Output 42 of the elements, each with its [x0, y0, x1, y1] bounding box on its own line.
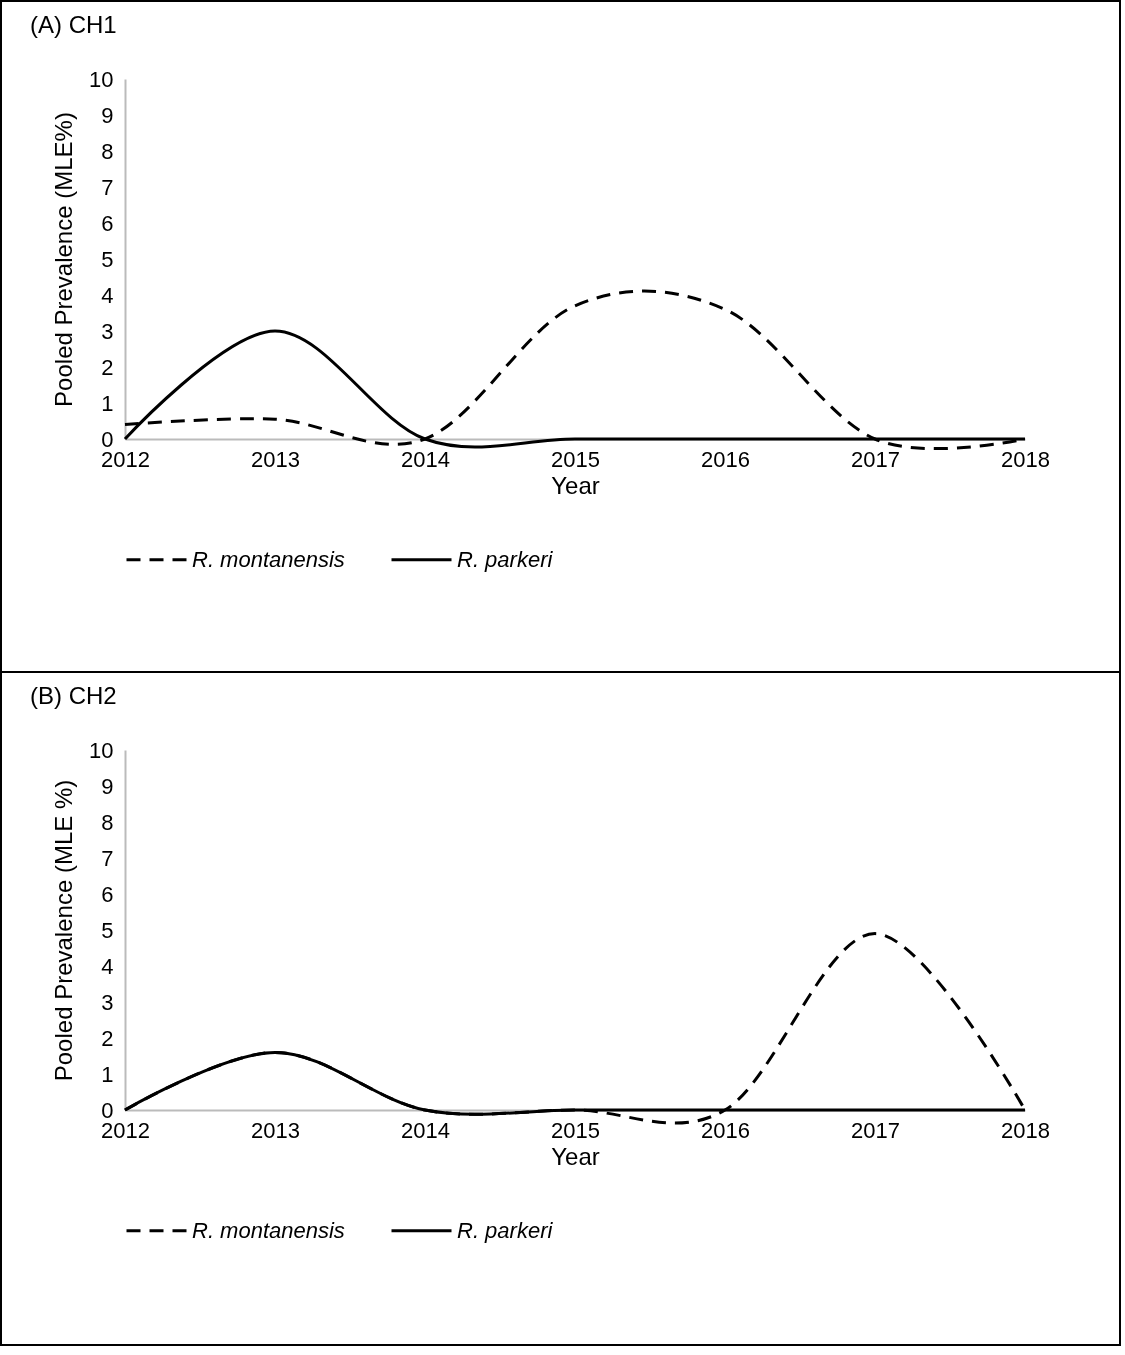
- x-tick-label: 2013: [251, 1117, 300, 1143]
- x-tick-label: 2018: [1001, 1117, 1050, 1143]
- y-axis-title: Pooled Prevalence (MLE%): [50, 112, 78, 407]
- legend-label: R. parkeri: [457, 1217, 554, 1243]
- chart-title: (B) CH2: [30, 682, 117, 709]
- y-tick-label: 8: [101, 138, 114, 164]
- y-tick-label: 7: [101, 845, 114, 871]
- y-tick-label: 2: [101, 354, 114, 380]
- x-tick-label: 2014: [401, 1117, 450, 1143]
- y-tick-label: 2: [101, 1025, 114, 1051]
- y-tick-label: 7: [101, 174, 114, 200]
- x-axis-title: Year: [551, 471, 600, 499]
- y-tick-label: 6: [101, 210, 114, 236]
- y-tick-label: 6: [101, 881, 114, 907]
- y-tick-label: 9: [101, 773, 114, 799]
- y-tick-label: 1: [101, 1061, 114, 1087]
- y-tick-label: 3: [101, 318, 114, 344]
- y-tick-label: 4: [101, 953, 114, 979]
- x-tick-label: 2017: [851, 446, 900, 472]
- x-axis-title: Year: [551, 1142, 600, 1170]
- y-tick-label: 9: [101, 102, 114, 128]
- legend-label: R. montanensis: [192, 1217, 345, 1243]
- y-tick-label: 5: [101, 246, 114, 272]
- x-tick-label: 2016: [701, 1117, 750, 1143]
- y-tick-label: 5: [101, 917, 114, 943]
- y-tick-label: 10: [89, 737, 114, 763]
- x-tick-label: 2017: [851, 1117, 900, 1143]
- y-tick-label: 4: [101, 282, 114, 308]
- x-tick-label: 2018: [1001, 446, 1050, 472]
- y-tick-label: 8: [101, 809, 114, 835]
- x-tick-label: 2013: [251, 446, 300, 472]
- legend-label: R. parkeri: [457, 546, 554, 572]
- y-tick-label: 3: [101, 989, 114, 1015]
- y-axis-title: Pooled Prevalence (MLE %): [50, 779, 78, 1082]
- x-tick-label: 2015: [551, 1117, 600, 1143]
- x-tick-label: 2016: [701, 446, 750, 472]
- legend-label: R. montanensis: [192, 546, 345, 572]
- x-tick-label: 2014: [401, 446, 450, 472]
- chart-title: (A) CH1: [30, 11, 117, 38]
- y-tick-label: 1: [101, 390, 114, 416]
- y-tick-label: 10: [89, 66, 114, 92]
- x-tick-label: 2015: [551, 446, 600, 472]
